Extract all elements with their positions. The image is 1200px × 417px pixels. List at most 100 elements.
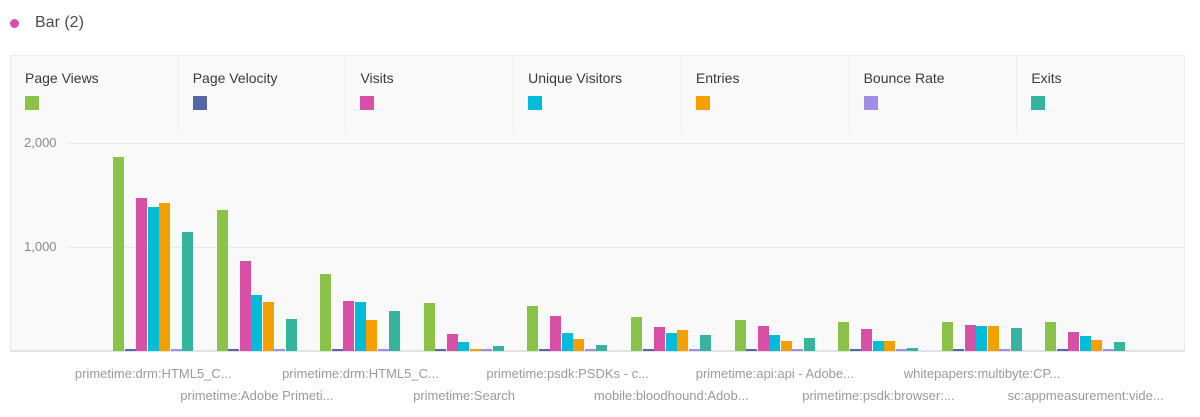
legend-swatch-icon	[360, 96, 375, 110]
bar[interactable]	[561, 332, 573, 351]
bar[interactable]	[182, 231, 193, 351]
legend-item[interactable]: Page Views	[11, 56, 179, 132]
bar[interactable]	[136, 198, 147, 351]
bar[interactable]	[170, 349, 182, 351]
bar[interactable]	[389, 310, 401, 351]
bar[interactable]	[262, 302, 274, 351]
bar[interactable]	[331, 349, 343, 351]
bar[interactable]	[1056, 349, 1068, 351]
legend-item[interactable]: Exits	[1017, 56, 1184, 132]
bar[interactable]	[343, 301, 355, 351]
bar[interactable]	[366, 319, 378, 351]
bar[interactable]	[492, 345, 504, 351]
bar[interactable]	[849, 349, 861, 351]
x-axis-label: primetime:Search	[413, 388, 515, 403]
bar[interactable]	[1102, 349, 1114, 351]
bar[interactable]	[446, 333, 458, 351]
gridline-1000	[68, 247, 1185, 248]
legend-swatch-icon	[1031, 96, 1046, 110]
bar[interactable]	[550, 316, 562, 351]
bar[interactable]	[159, 202, 170, 351]
bar[interactable]	[1091, 339, 1103, 351]
bar[interactable]	[538, 349, 550, 351]
bar[interactable]	[216, 210, 228, 351]
legend-swatch-icon	[25, 96, 39, 110]
bar[interactable]	[964, 325, 976, 351]
y-tick-1000: 1,000	[24, 239, 57, 254]
bar[interactable]	[1079, 336, 1091, 351]
bar[interactable]	[423, 303, 435, 351]
legend-item[interactable]: Page Velocity	[179, 56, 347, 132]
bar[interactable]	[757, 326, 769, 351]
legend-item[interactable]: Bounce Rate	[850, 56, 1018, 132]
x-axis-label: sc:appmeasurement:vide...	[1007, 388, 1164, 403]
bar[interactable]	[999, 349, 1011, 351]
legend-label: Entries	[695, 70, 740, 86]
bar[interactable]	[527, 305, 539, 351]
bar[interactable]	[1045, 321, 1057, 351]
legend-label: Bounce Rate	[863, 70, 945, 86]
x-axis-label: mobile:bloodhound:Adob...	[593, 388, 749, 403]
bar[interactable]	[746, 349, 758, 351]
legend-item[interactable]: Entries	[682, 56, 850, 132]
bar[interactable]	[285, 318, 297, 351]
bar[interactable]	[838, 321, 850, 351]
bar[interactable]	[665, 333, 677, 351]
bar[interactable]	[481, 349, 493, 351]
legend-swatch-icon	[863, 96, 878, 110]
bar[interactable]	[907, 347, 919, 351]
legend-label: Visits	[360, 70, 394, 86]
bar[interactable]	[803, 338, 815, 351]
legend-item[interactable]: Visits	[346, 56, 515, 132]
bar[interactable]	[1010, 328, 1022, 351]
bar[interactable]	[953, 349, 965, 351]
bar[interactable]	[251, 294, 263, 351]
x-axis-label: primetime:api:api - Adobe...	[695, 366, 854, 381]
x-axis-label: primetime:drm:HTML5_C...	[74, 366, 232, 381]
gridline-2000	[68, 143, 1185, 144]
legend-label: Page Velocity	[192, 70, 278, 86]
bar[interactable]	[320, 274, 332, 351]
bar[interactable]	[377, 349, 389, 351]
bar[interactable]	[895, 349, 907, 351]
bar[interactable]	[113, 157, 124, 351]
bar[interactable]	[596, 344, 608, 351]
bar[interactable]	[458, 342, 470, 351]
bar[interactable]	[274, 349, 286, 351]
bar[interactable]	[987, 325, 999, 351]
bar[interactable]	[239, 261, 251, 351]
legend-item[interactable]: Unique Visitors	[514, 56, 682, 132]
chart-title-row: Bar (2)	[10, 14, 84, 32]
bar[interactable]	[677, 330, 688, 351]
bar[interactable]	[354, 302, 366, 351]
bar[interactable]	[861, 329, 873, 351]
bar[interactable]	[872, 341, 884, 351]
legend-label: Unique Visitors	[528, 70, 623, 86]
bar[interactable]	[642, 349, 654, 351]
legend-label: Page Views	[25, 70, 99, 86]
bar[interactable]	[769, 335, 781, 351]
bar[interactable]	[631, 317, 642, 351]
bar[interactable]	[688, 349, 700, 351]
bar[interactable]	[654, 327, 665, 351]
bar[interactable]	[700, 334, 711, 351]
x-axis-label: primetime:drm:HTML5_C...	[282, 366, 439, 381]
bar[interactable]	[435, 349, 447, 351]
bar[interactable]	[976, 325, 988, 351]
bar[interactable]	[573, 339, 585, 351]
bar[interactable]	[734, 319, 746, 351]
bar[interactable]	[792, 349, 804, 351]
bar[interactable]	[584, 349, 596, 351]
x-axis-baseline	[10, 350, 1185, 352]
bar[interactable]	[1068, 332, 1080, 351]
bar[interactable]	[469, 348, 481, 351]
bar[interactable]	[228, 349, 240, 351]
bar[interactable]	[780, 341, 792, 351]
bar[interactable]	[941, 321, 953, 351]
bar[interactable]	[124, 349, 136, 351]
legend-swatch-icon	[528, 96, 543, 110]
bar[interactable]	[147, 206, 159, 351]
series-dot-icon	[10, 18, 19, 28]
bar[interactable]	[884, 341, 896, 351]
bar[interactable]	[1114, 342, 1126, 351]
